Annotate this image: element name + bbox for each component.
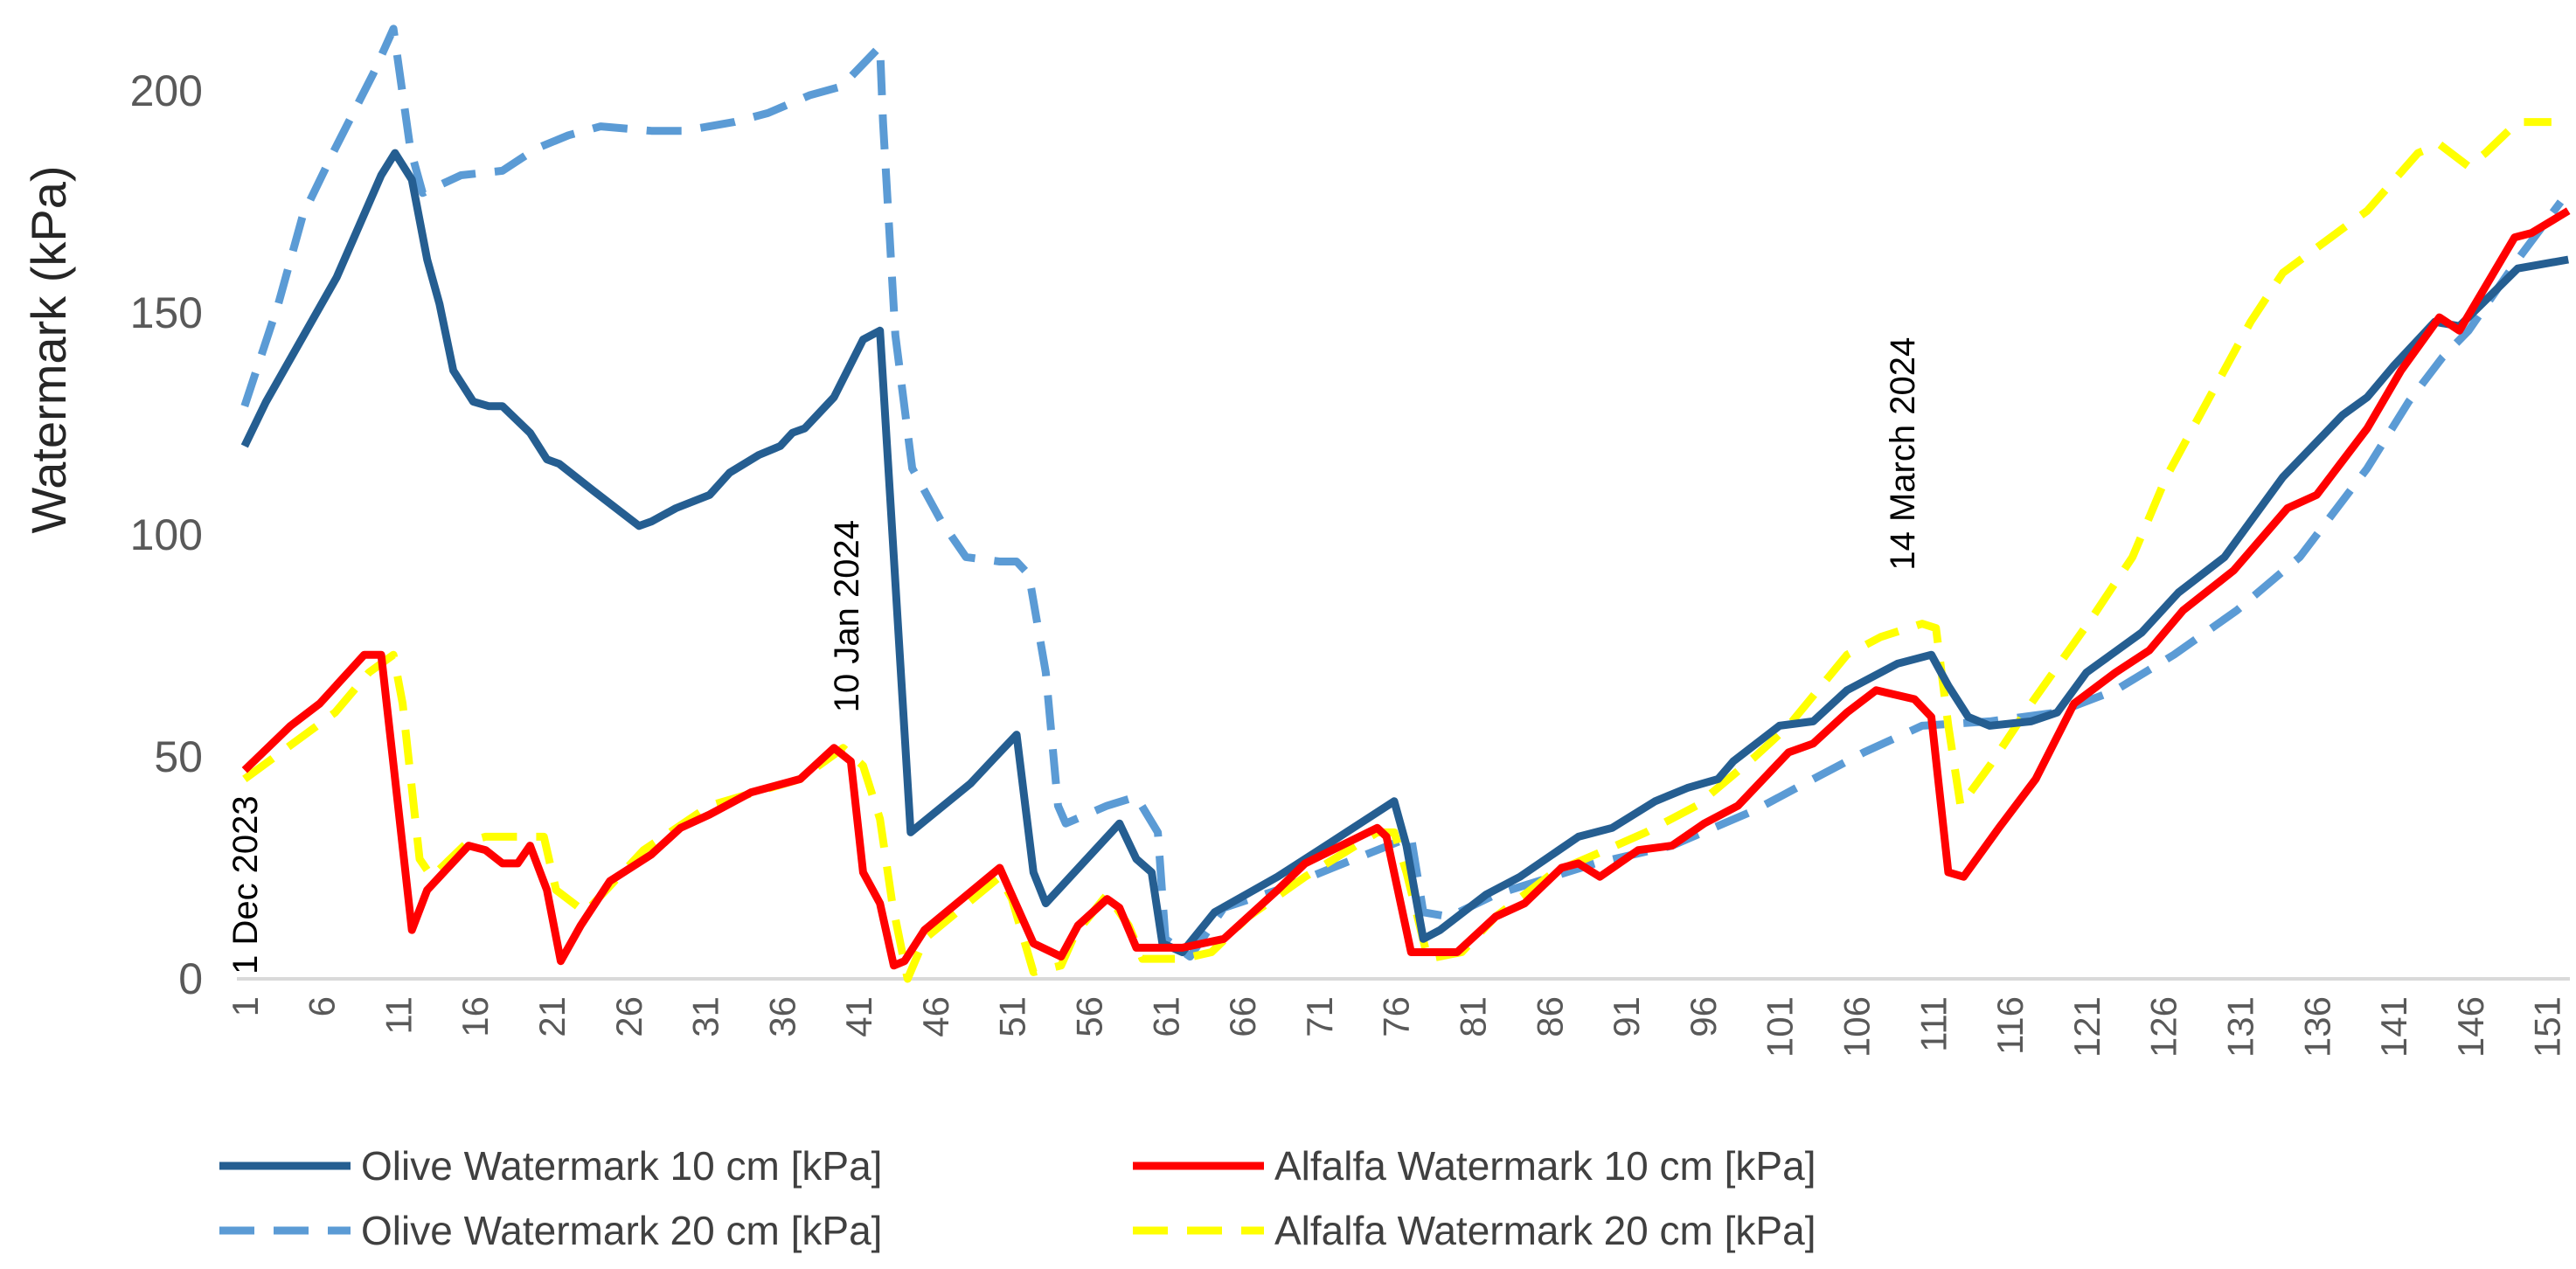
series-line-olive-watermark-20-cm-kpa [240, 24, 2565, 961]
x-tick-label: 86 [1529, 996, 1570, 1037]
x-tick-label: 96 [1683, 996, 1724, 1037]
x-tick-label: 151 [2527, 996, 2568, 1058]
x-tick-label: 1 [225, 996, 266, 1016]
x-tick-label: 136 [2296, 996, 2337, 1058]
x-tick-label: 16 [455, 996, 496, 1037]
date-annotation: 10 Jan 2024 [828, 520, 866, 712]
x-tick-label: 121 [2066, 996, 2107, 1058]
legend-label: Alfalfa Watermark 20 cm [kPa] [1274, 1208, 1816, 1253]
x-tick-label: 106 [1836, 996, 1877, 1058]
x-tick-label: 31 [685, 996, 726, 1037]
x-tick-label: 126 [2143, 996, 2184, 1058]
x-tick-label: 51 [992, 996, 1033, 1037]
x-tick-label: 41 [838, 996, 879, 1037]
x-tick-label: 101 [1760, 996, 1801, 1058]
x-tick-label: 11 [378, 996, 419, 1035]
x-tick-label: 71 [1299, 996, 1340, 1037]
x-tick-label: 76 [1376, 996, 1417, 1037]
y-axis-label: Watermark (kPa) [21, 165, 76, 533]
x-tick-label: 116 [1989, 996, 2031, 1055]
x-tick-label: 91 [1606, 996, 1647, 1037]
series-line-alfalfa-watermark-10-cm-kpa [241, 207, 2571, 970]
y-tick-label: 0 [178, 954, 203, 1003]
y-tick-label: 50 [154, 732, 203, 781]
legend: Olive Watermark 10 cm [kPa] Alfalfa Water… [219, 1143, 1816, 1253]
x-tick-label: 66 [1222, 996, 1263, 1037]
date-annotation: 1 Dec 2023 [226, 795, 265, 974]
x-tick-label: 131 [2219, 996, 2260, 1058]
legend-label: Alfalfa Watermark 10 cm [kPa] [1274, 1143, 1816, 1189]
x-tick-label: 61 [1145, 996, 1186, 1037]
series-line-olive-watermark-10-cm-kpa [240, 149, 2569, 956]
x-tick-label: 36 [761, 996, 802, 1037]
x-tick-label: 81 [1453, 996, 1494, 1037]
x-tick-label: 146 [2450, 996, 2491, 1058]
x-tick-label: 21 [531, 996, 573, 1037]
x-tick-label: 141 [2373, 996, 2414, 1058]
y-tick-label: 200 [130, 66, 203, 115]
x-tick-label: 6 [302, 996, 343, 1016]
legend-label: Olive Watermark 20 cm [kPa] [361, 1208, 882, 1253]
x-tick-label: 111 [1913, 996, 1954, 1052]
x-tick-label: 56 [1069, 996, 1110, 1037]
legend-label: Olive Watermark 10 cm [kPa] [361, 1143, 882, 1189]
y-tick-label: 100 [130, 510, 203, 559]
x-tick-label: 26 [608, 996, 649, 1037]
y-tick-label: 150 [130, 288, 203, 337]
date-annotation: 14 March 2024 [1884, 337, 1922, 571]
series-line-alfalfa-watermark-20-cm-kpa [242, 118, 2552, 983]
x-tick-label: 46 [915, 996, 956, 1037]
